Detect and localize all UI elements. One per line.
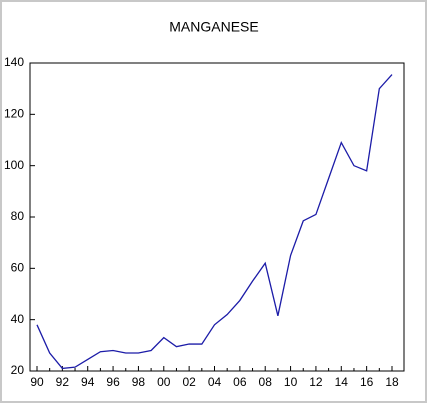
- y-tick-label: 20: [11, 363, 25, 377]
- y-tick-label: 140: [4, 55, 24, 69]
- data-line: [36, 74, 393, 370]
- x-tick-label: 14: [335, 375, 349, 389]
- y-tick-label: 80: [11, 209, 25, 223]
- x-tick-label: 10: [284, 375, 298, 389]
- x-tick-label: 94: [81, 375, 95, 389]
- x-tick-label: 90: [30, 375, 44, 389]
- x-tick-label: 00: [157, 375, 171, 389]
- x-tick-label: 98: [132, 375, 146, 389]
- y-tick-label: 40: [11, 312, 25, 326]
- y-tick-label: 120: [4, 107, 24, 121]
- x-tick-label: 18: [385, 375, 399, 389]
- y-tick-label: 100: [4, 158, 24, 172]
- y-tick-label: 60: [11, 261, 25, 275]
- x-tick-label: 92: [56, 375, 70, 389]
- chart-title: MANGANESE: [169, 19, 258, 35]
- x-tick-label: 12: [309, 375, 323, 389]
- x-tick-label: 96: [106, 375, 120, 389]
- x-tick-label: 06: [233, 375, 247, 389]
- x-tick-label: 04: [208, 375, 222, 389]
- x-tick-label: 02: [182, 375, 196, 389]
- plot-area: [29, 62, 405, 372]
- x-tick-label: 16: [360, 375, 374, 389]
- x-tick-label: 08: [259, 375, 273, 389]
